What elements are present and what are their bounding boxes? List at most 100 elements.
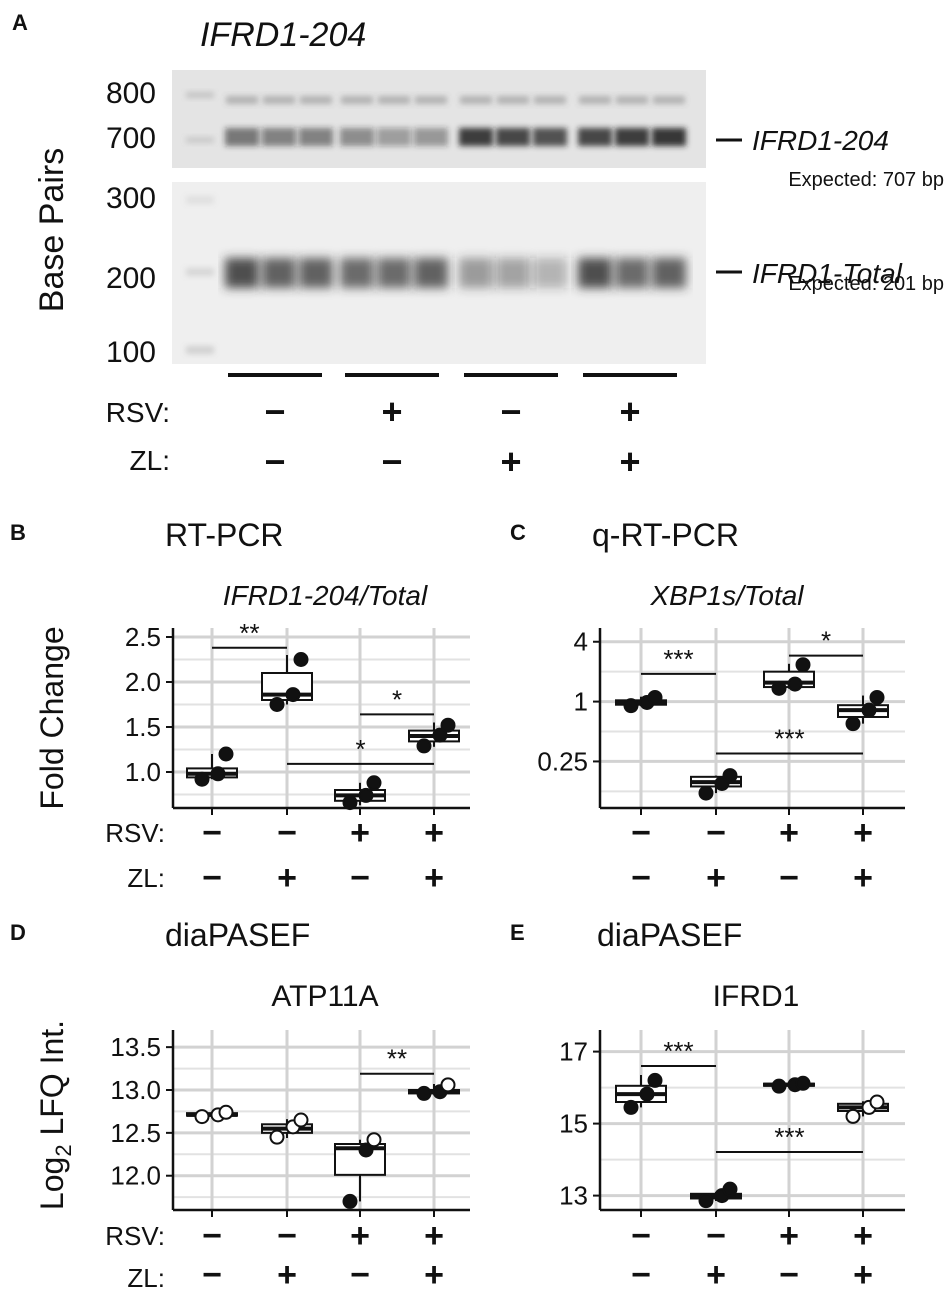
gel-top-image [172, 70, 706, 168]
plot-b: 1.01.52.02.5 **** [125, 618, 470, 815]
gel-band-201-6 [414, 258, 448, 288]
gel-band-upper-2 [263, 96, 295, 104]
panel-e-letter: E [510, 920, 525, 945]
gel-band-upper-11 [616, 96, 648, 104]
panel-a: A IFRD1-204 Base Pairs 800 700 300 200 1… [12, 10, 944, 482]
data-point-2-2 [366, 1132, 382, 1148]
gel-zl-sign-3: + [500, 441, 521, 482]
gel-rsv-label: RSV: [106, 397, 170, 428]
gel-band-707-2 [262, 128, 296, 146]
significance-label-1: * [392, 684, 402, 714]
gel-band-201-3 [299, 258, 333, 288]
gel-band-707-7 [459, 128, 493, 146]
ladder-band-bottom-0 [186, 196, 214, 204]
data-point-0-0 [194, 771, 210, 787]
data-point-1-0 [698, 1193, 714, 1209]
significance-label-1: * [821, 626, 831, 656]
gel-band-upper-6 [415, 96, 447, 104]
gel-band-707-9 [533, 128, 567, 146]
panel-c-rsv-sign-2: − [706, 814, 726, 852]
y-tick-label: 12.0 [110, 1161, 161, 1191]
gel-bands [186, 92, 686, 354]
data-point-2-0 [771, 1078, 787, 1094]
data-point-3-0 [416, 1085, 432, 1101]
panel-e-zl-sign-2: + [706, 1256, 726, 1289]
gel-band-707-6 [414, 128, 448, 146]
y-tick-label: 12.5 [110, 1118, 161, 1148]
data-point-3-2 [440, 1077, 456, 1093]
data-point-0-1 [639, 1086, 655, 1102]
gel-band-upper-4 [341, 96, 373, 104]
panel-c-zl-sign-4: + [853, 859, 873, 897]
panel-a-letter: A [12, 10, 28, 35]
panel-d-zl-label: ZL: [127, 1263, 165, 1289]
data-point-2-1 [358, 787, 374, 803]
data-point-0-1 [210, 766, 226, 782]
data-point-3-1 [861, 702, 877, 718]
gel-zl-sign-1: − [264, 441, 285, 482]
panel-c-title: XBP1s/Total [649, 580, 804, 611]
gel-band-upper-1 [226, 96, 258, 104]
ladder-label-300: 300 [106, 182, 156, 215]
panel-e-zl-sign-1: − [631, 1256, 651, 1289]
data-point-2-1 [787, 676, 803, 692]
gel-band-upper-5 [378, 96, 410, 104]
panel-c-zl-sign-2: + [706, 859, 726, 897]
data-point-1-0 [698, 785, 714, 801]
significance-label-0: *** [663, 1036, 693, 1066]
data-point-2-2 [366, 775, 382, 791]
ladder-label-100: 100 [106, 336, 156, 369]
data-point-0-2 [218, 746, 234, 762]
data-point-1-2 [293, 1112, 309, 1128]
panel-e-zl-sign-4: + [853, 1256, 873, 1289]
gel-band-201-2 [262, 258, 296, 288]
gel-rsv-sign-4: + [619, 391, 640, 432]
data-point-3-2 [869, 1094, 885, 1110]
significance-label-1: *** [774, 1122, 804, 1152]
panel-d-letter: D [10, 920, 26, 945]
significance-label-0: ** [387, 1044, 407, 1074]
panel-b-zl-sign-3: − [350, 859, 370, 897]
panel-b-title: IFRD1-204/Total [223, 580, 428, 611]
gel-band-201-9 [533, 258, 567, 288]
y-tick-label: 13.0 [110, 1075, 161, 1105]
data-point-2-0 [342, 795, 358, 811]
data-point-1-1 [285, 687, 301, 703]
data-point-3-0 [845, 716, 861, 732]
data-point-1-0 [269, 697, 285, 712]
data-point-0-2 [647, 1072, 663, 1088]
data-point-2-0 [342, 1193, 358, 1209]
plot-e: 13 15 17 *** *** [559, 1030, 905, 1217]
gel-ylabel: Base Pairs [33, 148, 71, 312]
gel-band-707-1 [225, 128, 259, 146]
panel-c-zl-sign-1: − [631, 859, 651, 897]
band-top-label: IFRD1-204 [752, 125, 889, 156]
y-tick-label: 1.5 [125, 712, 161, 742]
panel-e-zl-sign-3: − [779, 1256, 799, 1289]
panel-b-rsv-sign-1: − [202, 814, 222, 852]
band-top-expected: Expected: 707 bp [788, 169, 944, 191]
data-point-2-2 [795, 1075, 811, 1091]
panel-b-rsv-sign-4: + [424, 814, 444, 852]
data-point-0-2 [647, 689, 663, 705]
data-point-0-0 [623, 698, 639, 714]
data-point-3-0 [845, 1108, 861, 1124]
gel-band-201-10 [578, 258, 612, 288]
gel-band-201-12 [652, 258, 686, 288]
data-point-2-0 [771, 680, 787, 696]
panel-c-rsv-sign-4: + [853, 814, 873, 852]
gel-band-upper-12 [653, 96, 685, 104]
panel-b-rsv-sign-2: − [277, 814, 297, 852]
panel-b-ylabel: Fold Change [34, 626, 70, 809]
y-tick-label: 13 [559, 1181, 588, 1211]
ladder-label-800: 800 [106, 77, 156, 110]
panel-d-rsv-label: RSV: [105, 1221, 165, 1251]
panel-b-zl-label: ZL: [127, 863, 165, 893]
panel-d-rsv-sign-4: + [424, 1217, 444, 1255]
gel-band-707-4 [340, 128, 374, 146]
data-point-0-2 [218, 1104, 234, 1120]
significance-label-0: ** [239, 618, 259, 648]
gel-band-201-5 [377, 258, 411, 288]
